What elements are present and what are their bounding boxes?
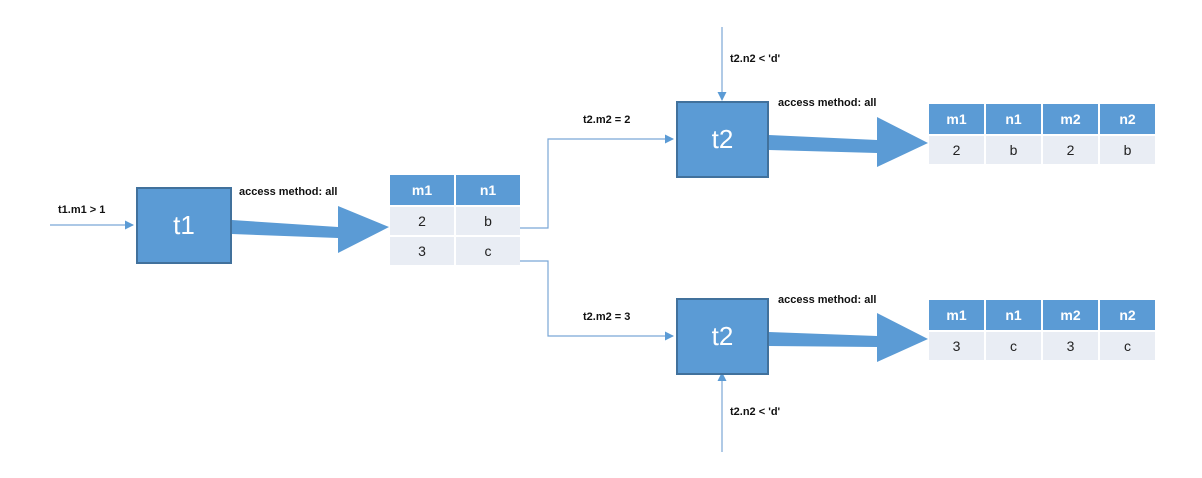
column-header-n1: n1 xyxy=(456,175,520,205)
table-cell: c xyxy=(1100,332,1155,360)
table-cell: 2 xyxy=(1043,136,1098,164)
table-cell: b xyxy=(1100,136,1155,164)
table-cell: 3 xyxy=(929,332,984,360)
t1-output-arrow xyxy=(232,206,389,253)
t2-bottom-output-arrow xyxy=(769,313,928,362)
table-row: 2 b xyxy=(390,207,520,235)
column-header-m2: m2 xyxy=(1043,104,1098,134)
t1-result-table: m1 n1 2 b 3 c xyxy=(388,173,522,267)
column-header-n2: n2 xyxy=(1100,300,1155,330)
t1-node: t1 xyxy=(136,187,232,264)
table-cell: 3 xyxy=(390,237,454,265)
t2-top-node: t2 xyxy=(676,101,769,178)
t2-bottom-join-connector xyxy=(520,260,674,341)
t2-bottom-node: t2 xyxy=(676,298,769,375)
column-header-m1: m1 xyxy=(390,175,454,205)
table-row: 3 c 3 c xyxy=(929,332,1155,360)
table-header-row: m1 n1 m2 n2 xyxy=(929,300,1155,330)
column-header-n1: n1 xyxy=(986,300,1041,330)
t2-bottom-filter-label: t2.n2 < 'd' xyxy=(730,406,781,418)
t2-top-result-table: m1 n1 m2 n2 2 b 2 b xyxy=(927,102,1157,166)
t2-top-filter-label: t2.n2 < 'd' xyxy=(730,53,781,65)
column-header-n1: n1 xyxy=(986,104,1041,134)
t2-bottom-result-table: m1 n1 m2 n2 3 c 3 c xyxy=(927,298,1157,362)
table-cell: c xyxy=(456,237,520,265)
t2-bottom-access-method-label: access method: all xyxy=(778,294,877,306)
table-cell: 2 xyxy=(390,207,454,235)
table-cell: 3 xyxy=(1043,332,1098,360)
t2-top-join-label: t2.m2 = 2 xyxy=(583,114,631,126)
column-header-m2: m2 xyxy=(1043,300,1098,330)
t2-top-access-method-label: access method: all xyxy=(778,97,877,109)
t1-access-method-label: access method: all xyxy=(239,186,338,198)
table-cell: c xyxy=(986,332,1041,360)
table-cell: 2 xyxy=(929,136,984,164)
column-header-m1: m1 xyxy=(929,300,984,330)
column-header-n2: n2 xyxy=(1100,104,1155,134)
t2-top-join-connector xyxy=(520,134,674,229)
t2-bottom-join-label: t2.m2 = 3 xyxy=(583,311,631,323)
table-header-row: m1 n1 m2 n2 xyxy=(929,104,1155,134)
table-cell: b xyxy=(986,136,1041,164)
table-cell: b xyxy=(456,207,520,235)
t1-filter-label: t1.m1 > 1 xyxy=(58,204,106,216)
column-header-m1: m1 xyxy=(929,104,984,134)
table-header-row: m1 n1 xyxy=(390,175,520,205)
table-row: 3 c xyxy=(390,237,520,265)
t2-top-output-arrow xyxy=(769,117,928,167)
table-row: 2 b 2 b xyxy=(929,136,1155,164)
